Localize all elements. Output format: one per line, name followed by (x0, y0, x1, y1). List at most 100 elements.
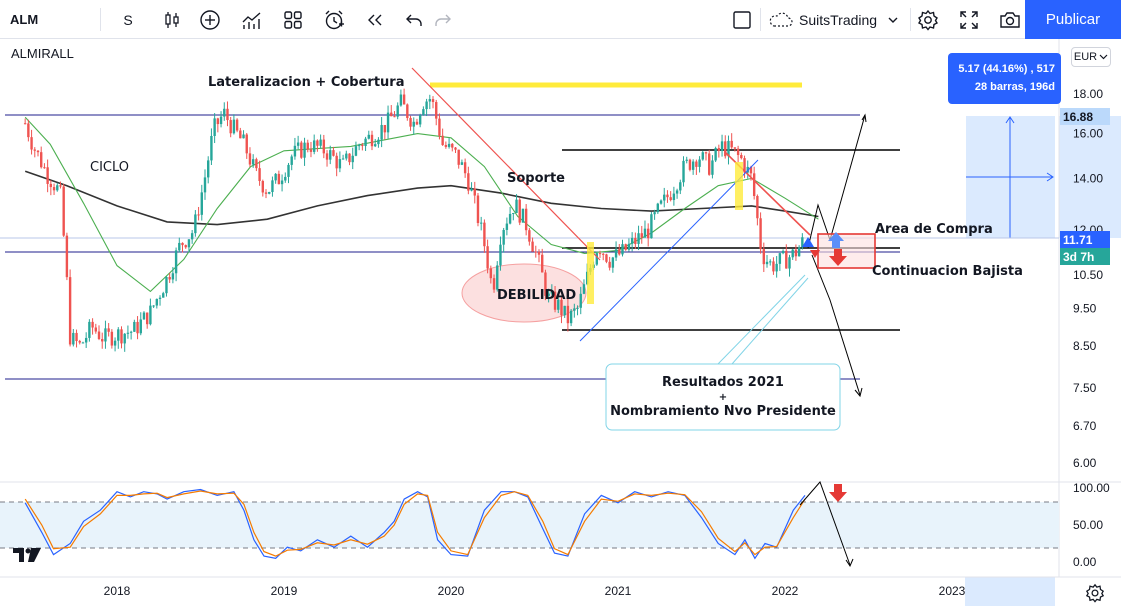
candle-up (367, 134, 370, 139)
candle-down (335, 155, 338, 169)
annotation-ciclo: CICLO (90, 160, 129, 175)
candle-down (544, 272, 547, 296)
candle-down (608, 261, 611, 268)
candle-down (325, 153, 329, 160)
candle-down (27, 123, 30, 138)
candle-down (184, 245, 187, 248)
measure-line-2: 28 barras, 196d (974, 81, 1055, 93)
time-tick-label: 2021 (605, 584, 632, 598)
candle-down (531, 241, 534, 252)
callout-box[interactable] (605, 363, 841, 431)
candle-down (322, 139, 326, 154)
price-tick-label: 16.00 (1073, 127, 1103, 141)
candle-up (698, 159, 701, 167)
candle-up (788, 257, 791, 269)
candle-down (261, 181, 265, 193)
measure-arrow-head-right (1046, 172, 1054, 182)
candle-down (483, 222, 486, 247)
candle-down (740, 155, 743, 159)
yellow-highlight-left[interactable] (587, 242, 594, 304)
annotation-debilidad: DEBILIDAD (497, 288, 576, 303)
indicators-icon[interactable] (237, 0, 267, 39)
candle-down (762, 249, 766, 265)
projection-path-up[interactable] (807, 114, 866, 249)
stoch-tick-label: 0.00 (1073, 555, 1097, 569)
annotation-area-compra: Area de Compra (875, 222, 993, 237)
interval-button[interactable]: S (123, 11, 133, 28)
candle-down (264, 192, 268, 194)
blue-trendline[interactable] (579, 159, 759, 342)
toolbar-divider (100, 8, 101, 31)
candle-up (280, 180, 284, 185)
yellow-highlight-right[interactable] (735, 162, 743, 210)
tradingview-logo-icon[interactable] (13, 548, 41, 562)
redo-icon[interactable] (428, 0, 458, 39)
candle-up (797, 247, 801, 257)
candle-down (444, 145, 448, 147)
candle-down (107, 328, 110, 332)
candle-up (187, 239, 191, 248)
candle-up (769, 261, 772, 263)
callout-line-3: Nombramiento Nvo Presidente (610, 404, 836, 419)
toolbar-divider (910, 8, 911, 31)
candle-up (117, 329, 120, 341)
symbol-search-button[interactable]: ALM (10, 12, 39, 27)
gear-icon[interactable] (913, 0, 943, 39)
candle-up (563, 305, 566, 316)
annotation-soporte: Soporte (507, 171, 565, 186)
candle-up (679, 182, 682, 191)
candle-up (505, 223, 509, 230)
candle-down (136, 321, 139, 334)
fullscreen-icon[interactable] (954, 0, 984, 39)
candle-up (377, 139, 380, 145)
candle-up (312, 140, 316, 152)
gear-icon[interactable] (1085, 583, 1105, 603)
chart-canvas[interactable]: Lateralizacion + Cobertura CICLO Soporte… (0, 39, 1121, 606)
candle-up (203, 177, 207, 193)
candle-down (457, 149, 460, 165)
projection-path-down[interactable] (811, 254, 861, 396)
candle-up (576, 307, 579, 309)
add-indicator-icon[interactable] (195, 0, 225, 39)
red-down-arrow-icon (829, 249, 847, 266)
price-tick-label: 6.00 (1073, 456, 1097, 470)
time-tick-label: 2019 (271, 584, 298, 598)
candle-up (341, 158, 345, 160)
undo-icon[interactable] (399, 0, 429, 39)
candle-down (624, 244, 627, 250)
candle-down (602, 253, 605, 255)
candle-up (268, 192, 271, 194)
stoch-projection-path[interactable] (799, 481, 851, 566)
toolbar-divider (760, 8, 761, 31)
candle-up (386, 112, 390, 133)
layout-square-icon[interactable] (727, 0, 757, 39)
alert-icon[interactable] (319, 0, 349, 39)
layout-name-button[interactable]: SuitsTrading (768, 0, 908, 39)
area-compra-box[interactable] (817, 233, 876, 269)
candle-up (685, 159, 688, 161)
candle-up (781, 250, 785, 254)
candles-icon[interactable] (157, 0, 187, 39)
candles-layer (23, 88, 804, 352)
candle-up (380, 124, 383, 140)
currency-button[interactable]: EUR (1071, 47, 1111, 67)
candle-up (174, 250, 178, 274)
candle-up (550, 291, 554, 294)
candle-down (348, 153, 351, 163)
candle-up (521, 208, 525, 223)
candle-down (46, 167, 49, 184)
candle-up (801, 237, 804, 248)
candle-down (640, 233, 643, 238)
candle-up (778, 253, 782, 264)
chevron-down-icon (1099, 54, 1108, 60)
templates-icon[interactable] (278, 0, 308, 39)
candle-up (354, 146, 358, 156)
candle-up (701, 152, 704, 160)
candle-up (479, 222, 483, 224)
publish-button[interactable]: Publicar (1025, 0, 1121, 39)
replay-icon[interactable] (360, 0, 390, 39)
red-trendline-main[interactable] (411, 67, 601, 261)
time-tick-label: 2020 (438, 584, 465, 598)
camera-icon[interactable] (995, 0, 1025, 39)
candle-up (194, 214, 197, 234)
